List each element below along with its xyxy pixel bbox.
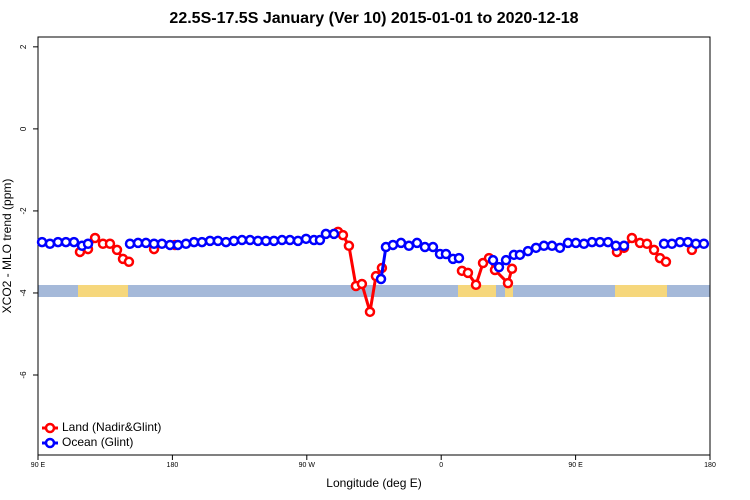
x-axis-label: Longitude (deg E) bbox=[326, 476, 421, 490]
data-point bbox=[228, 235, 240, 247]
data-point bbox=[123, 256, 135, 268]
data-point bbox=[419, 241, 431, 253]
data-point bbox=[453, 252, 465, 264]
data-point bbox=[554, 242, 566, 254]
data-point bbox=[320, 228, 332, 240]
data-point bbox=[268, 235, 280, 247]
data-point bbox=[578, 238, 590, 249]
legend-label: Ocean (Glint) bbox=[62, 435, 133, 449]
y-axis-label: XCO2 - MLO trend (ppm) bbox=[0, 179, 14, 314]
data-point bbox=[172, 239, 184, 251]
data-point bbox=[618, 240, 630, 252]
data-point bbox=[470, 279, 482, 291]
data-point bbox=[641, 238, 653, 249]
data-point bbox=[140, 237, 152, 249]
data-point bbox=[594, 236, 606, 248]
data-point bbox=[252, 235, 264, 247]
data-point bbox=[89, 232, 101, 244]
data-point bbox=[300, 233, 312, 245]
data-point bbox=[570, 237, 582, 249]
legend-marker bbox=[44, 437, 56, 449]
data-point bbox=[111, 244, 123, 256]
x-tick-label: 90 W bbox=[299, 462, 316, 469]
y-tick-label: 2 bbox=[19, 44, 28, 49]
data-point bbox=[682, 236, 694, 248]
land-strip bbox=[615, 285, 667, 297]
y-tick-label: -4 bbox=[19, 289, 28, 297]
data-point bbox=[212, 235, 224, 247]
data-point bbox=[124, 238, 136, 249]
data-point bbox=[356, 278, 368, 290]
data-point bbox=[364, 306, 376, 318]
chart-title: 22.5S-17.5S January (Ver 10) 2015-01-01 … bbox=[169, 10, 578, 27]
data-point bbox=[522, 245, 534, 257]
plot-frame bbox=[37, 36, 711, 456]
land-strip bbox=[78, 285, 128, 297]
data-point bbox=[411, 237, 423, 249]
data-point bbox=[462, 267, 474, 279]
data-point bbox=[236, 234, 248, 246]
data-point bbox=[698, 238, 710, 249]
data-point bbox=[440, 248, 452, 260]
data-point bbox=[648, 244, 660, 256]
data-point bbox=[292, 235, 304, 247]
data-point bbox=[337, 229, 349, 241]
data-point bbox=[493, 261, 505, 273]
data-point bbox=[626, 232, 638, 244]
data-point bbox=[610, 240, 622, 252]
y-tick-label: -2 bbox=[19, 207, 28, 215]
data-point bbox=[104, 238, 116, 249]
data-point bbox=[328, 228, 340, 240]
land-strip bbox=[505, 285, 513, 297]
data-point bbox=[180, 238, 192, 249]
data-point bbox=[403, 240, 415, 252]
x-tick-label: 180 bbox=[704, 462, 716, 469]
data-point bbox=[220, 236, 232, 248]
data-point bbox=[284, 234, 296, 246]
data-point bbox=[502, 277, 514, 289]
data-point bbox=[602, 236, 614, 248]
legend-marker bbox=[44, 422, 56, 434]
x-tick-label: 0 bbox=[439, 462, 443, 469]
data-point bbox=[660, 256, 672, 268]
series bbox=[74, 226, 698, 318]
data-point bbox=[514, 249, 526, 261]
data-point bbox=[487, 254, 499, 266]
data-point bbox=[314, 234, 326, 246]
data-point bbox=[196, 236, 208, 248]
y-tick-label: -6 bbox=[19, 371, 28, 379]
data-point bbox=[60, 236, 72, 248]
data-point bbox=[44, 238, 56, 249]
y-tick-label: 0 bbox=[19, 126, 28, 131]
x-tick-label: 90 E bbox=[568, 462, 583, 469]
data-point bbox=[427, 241, 439, 253]
data-point bbox=[506, 263, 518, 275]
data-point bbox=[666, 238, 678, 249]
legend: Land (Nadir&Glint)Ocean (Glint) bbox=[42, 420, 161, 449]
data-point bbox=[500, 254, 512, 266]
legend-label: Land (Nadir&Glint) bbox=[62, 420, 161, 434]
data-point bbox=[538, 240, 550, 252]
land-strip bbox=[458, 285, 496, 297]
x-tick-label: 90 E bbox=[31, 462, 46, 469]
data-point bbox=[375, 273, 387, 285]
x-tick-label: 180 bbox=[167, 462, 179, 469]
series bbox=[36, 228, 710, 285]
data-point bbox=[343, 240, 355, 252]
data-point bbox=[156, 238, 168, 249]
data-point bbox=[82, 238, 94, 249]
data-point bbox=[68, 236, 80, 248]
data-point bbox=[387, 239, 399, 251]
